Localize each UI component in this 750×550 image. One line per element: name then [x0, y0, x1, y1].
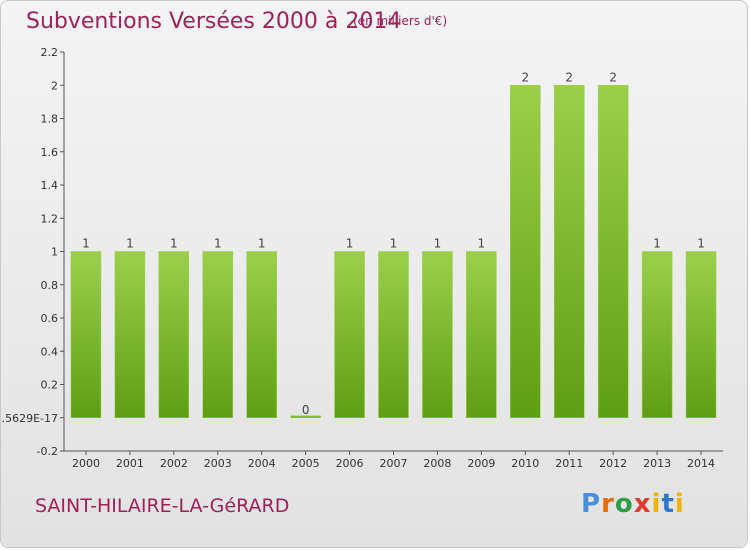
- brand-letter: o: [614, 489, 634, 519]
- bar-2000[interactable]: [70, 251, 102, 418]
- bar-2007[interactable]: [378, 251, 409, 418]
- x-tick-label: 2007: [380, 457, 408, 470]
- chart-axes: 2.2 2 1.8 1.6 1.4 1.2 1 0.8 0.6 0.4 0.2 -1.5629E-17…: [1, 46, 723, 470]
- chart-unit: (en milliers d'€): [353, 14, 448, 28]
- chart-data-labels: 1 1 1 1 1 0 1 1 1 1 2 2 2 1 1: [82, 70, 705, 417]
- bar-2001[interactable]: [114, 251, 146, 418]
- x-tick-label: 2002: [160, 457, 188, 470]
- data-label: 1: [434, 237, 442, 251]
- bar-2004[interactable]: [246, 251, 277, 418]
- bar-2005[interactable]: [290, 415, 321, 418]
- data-label: 2: [609, 70, 617, 84]
- chart-title: Subventions Versées 2000 à 2014: [26, 9, 402, 34]
- y-tick-label: -0.2: [37, 445, 58, 458]
- bar-2014[interactable]: [685, 251, 717, 418]
- x-tick-label: 2014: [687, 457, 715, 470]
- data-label: 1: [653, 237, 661, 251]
- chart-bars: [70, 85, 717, 418]
- x-tick-label: 2001: [116, 457, 144, 470]
- data-label: 1: [258, 237, 266, 251]
- bar-2002[interactable]: [158, 251, 190, 418]
- x-tick-label: 2000: [72, 457, 100, 470]
- brand-letter: r: [601, 489, 615, 519]
- y-tick-label: 2.2: [41, 46, 59, 59]
- y-tick-label: 2: [51, 79, 58, 92]
- data-label: 1: [346, 237, 354, 251]
- y-tick-label: 1.4: [41, 179, 59, 192]
- x-tick-label: 2006: [336, 457, 364, 470]
- data-label: 2: [565, 70, 573, 84]
- bar-2012[interactable]: [597, 85, 629, 418]
- data-label: 1: [697, 237, 705, 251]
- x-tick-label: 2003: [204, 457, 232, 470]
- data-label: 1: [170, 237, 178, 251]
- x-tick-label: 2004: [248, 457, 276, 470]
- y-tick-label: 1.8: [41, 113, 59, 126]
- x-tick-label: 2011: [555, 457, 583, 470]
- x-tick-label: 2008: [423, 457, 451, 470]
- y-tick-label: -1.5629E-17: [1, 412, 58, 425]
- data-label: 1: [82, 237, 90, 251]
- y-tick-label: 0.4: [41, 345, 59, 358]
- data-label: 0: [302, 403, 310, 417]
- y-tick-label: 0.6: [41, 312, 59, 325]
- x-tick-label: 2010: [511, 457, 539, 470]
- y-tick-label: 1: [51, 246, 58, 259]
- bar-2011[interactable]: [553, 85, 585, 418]
- x-tick-label: 2005: [292, 457, 320, 470]
- commune-name: SAINT-HILAIRE-LA-GéRARD: [35, 495, 290, 517]
- bar-2009[interactable]: [466, 251, 497, 418]
- x-tick-label: 2009: [467, 457, 495, 470]
- data-label: 2: [521, 70, 529, 84]
- data-label: 1: [126, 237, 134, 251]
- brand-letter: P: [581, 489, 602, 519]
- bar-2003[interactable]: [202, 251, 234, 418]
- y-tick-label: 0.8: [41, 279, 59, 292]
- brand-letter: t: [661, 489, 675, 519]
- data-label: 1: [478, 237, 486, 251]
- y-tick-label: 0.2: [41, 379, 59, 392]
- data-label: 1: [214, 237, 222, 251]
- y-tick-label: 1.6: [41, 146, 59, 159]
- data-label: 1: [390, 237, 398, 251]
- y-tick-label: 1.2: [41, 212, 59, 225]
- brand-letter: i: [674, 489, 685, 519]
- bar-2010[interactable]: [510, 85, 541, 418]
- x-tick-label: 2012: [599, 457, 627, 470]
- brand-letter: x: [633, 489, 652, 519]
- bar-2008[interactable]: [422, 251, 453, 418]
- bar-2013[interactable]: [641, 251, 673, 418]
- brand-letter: i: [651, 489, 662, 519]
- brand-logo[interactable]: Proxiti: [581, 489, 685, 519]
- bar-2006[interactable]: [334, 251, 365, 418]
- x-tick-label: 2013: [643, 457, 671, 470]
